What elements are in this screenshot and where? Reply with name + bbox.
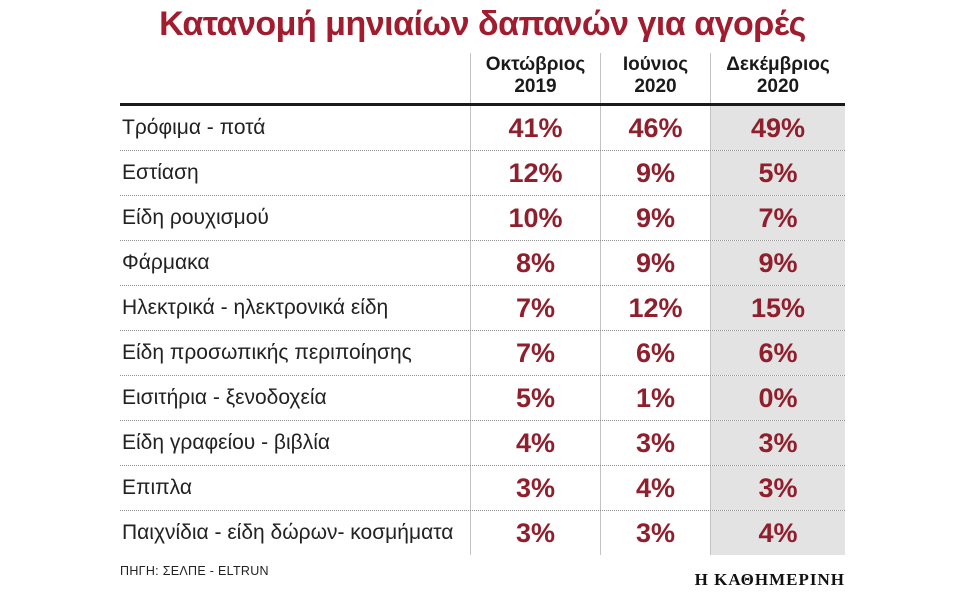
source-note: ΠΗΓΗ: ΣΕΛΠΕ - ELTRUN — [120, 564, 269, 579]
brand-kathimerini: Η ΚΑΘΗΜΕΡΙΝΗ — [694, 570, 845, 589]
value-cell-highlighted: 4% — [710, 511, 845, 556]
value-cell: 3% — [470, 466, 600, 511]
row-label: Φάρμακα — [122, 251, 210, 275]
value-cell: 9% — [600, 196, 710, 241]
value-cell: 3% — [470, 511, 600, 556]
row-label: Είδη προσωπικής περιποίησης — [122, 341, 412, 365]
table-row: Εισιτήρια - ξενοδοχεία 5% 1% 0% — [120, 376, 845, 422]
value-cell: 10% — [470, 196, 600, 241]
row-label: Παιχνίδια - είδη δώρων- κοσμήματα — [122, 521, 454, 545]
row-label: Επιπλα — [122, 476, 192, 500]
value-cell: 7% — [470, 331, 600, 376]
table-row: Φάρμακα 8% 9% 9% — [120, 241, 845, 287]
value-cell: 3% — [600, 511, 710, 556]
value-cell: 1% — [600, 376, 710, 421]
column-header-october-2019: Οκτώβριος 2019 — [470, 53, 600, 104]
table-row: Είδη προσωπικής περιποίησης 7% 6% 6% — [120, 331, 845, 377]
value-cell: 8% — [470, 241, 600, 286]
value-cell-highlighted: 3% — [710, 466, 845, 511]
spending-table: Οκτώβριος 2019 Ιούνιος 2020 Δεκέμβριος 2… — [120, 53, 845, 556]
row-label: Τρόφιμα - ποτά — [122, 116, 266, 140]
table-row: Ηλεκτρικά - ηλεκτρονικά είδη 7% 12% 15% — [120, 286, 845, 332]
column-header-june-2020: Ιούνιος 2020 — [600, 53, 710, 104]
table-row: Είδη γραφείου - βιβλία 4% 3% 3% — [120, 421, 845, 467]
value-cell-highlighted: 5% — [710, 151, 845, 196]
value-cell-highlighted: 6% — [710, 331, 845, 376]
value-cell-highlighted: 3% — [710, 421, 845, 466]
value-cell: 3% — [600, 421, 710, 466]
table-header-row: Οκτώβριος 2019 Ιούνιος 2020 Δεκέμβριος 2… — [120, 53, 845, 104]
value-cell-highlighted: 7% — [710, 196, 845, 241]
row-label: Είδη ρουχισμού — [122, 206, 269, 230]
column-header-december-2020: Δεκέμβριος 2020 — [710, 53, 845, 104]
table-row: Παιχνίδια - είδη δώρων- κοσμήματα 3% 3% … — [120, 511, 845, 556]
value-cell-highlighted: 15% — [710, 286, 845, 331]
value-cell: 4% — [600, 466, 710, 511]
table-row: Εστίαση 12% 9% 5% — [120, 151, 845, 197]
table-row: Είδη ρουχισμού 10% 9% 7% — [120, 196, 845, 242]
value-cell: 9% — [600, 241, 710, 286]
table-row: Επιπλα 3% 4% 3% — [120, 466, 845, 512]
value-cell: 7% — [470, 286, 600, 331]
value-cell: 41% — [470, 106, 600, 151]
value-cell-highlighted: 9% — [710, 241, 845, 286]
value-cell-highlighted: 49% — [710, 106, 845, 151]
row-label: Εισιτήρια - ξενοδοχεία — [122, 386, 327, 410]
row-label: Είδη γραφείου - βιβλία — [122, 431, 331, 455]
table-row: Τρόφιμα - ποτά 41% 46% 49% — [120, 106, 845, 152]
header-divider-rule — [120, 103, 845, 107]
value-cell: 6% — [600, 331, 710, 376]
row-label: Ηλεκτρικά - ηλεκτρονικά είδη — [122, 296, 389, 320]
value-cell: 12% — [600, 286, 710, 331]
value-cell: 4% — [470, 421, 600, 466]
value-cell: 9% — [600, 151, 710, 196]
value-cell: 5% — [470, 376, 600, 421]
value-cell: 46% — [600, 106, 710, 151]
row-label: Εστίαση — [122, 161, 199, 185]
value-cell-highlighted: 0% — [710, 376, 845, 421]
header-empty-cell — [120, 53, 470, 103]
value-cell: 12% — [470, 151, 600, 196]
chart-title: Κατανομή μηνιαίων δαπανών για αγορές — [159, 5, 806, 43]
